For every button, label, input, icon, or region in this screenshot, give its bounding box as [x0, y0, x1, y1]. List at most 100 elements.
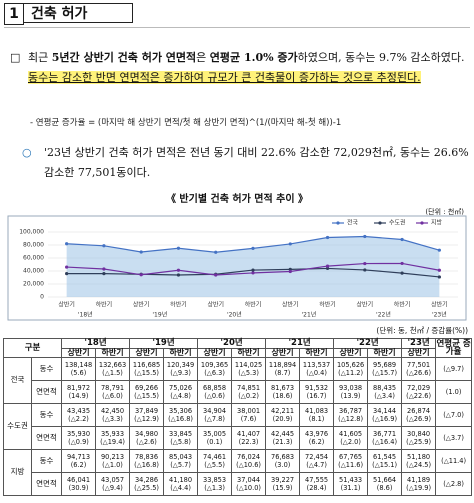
avg-rate: (△7.0)	[435, 403, 473, 428]
cell-value: 132,663	[98, 360, 127, 369]
point	[363, 234, 367, 239]
cell-value: 34,286	[134, 475, 159, 484]
row-label: 연면적	[30, 380, 63, 405]
table-cell: 36,771 (△16.4)	[367, 426, 403, 451]
legend-label: 전국	[347, 219, 359, 227]
header-cell: 상반기	[333, 347, 369, 359]
change-rate: (△5.8)	[170, 438, 191, 447]
table-cell: 41,180 (△4.4)	[163, 472, 199, 497]
cell-value: 88,435	[373, 383, 397, 392]
change-rate: (△19.4)	[100, 438, 125, 447]
point	[437, 275, 441, 279]
section-title: 건축 허가	[23, 3, 133, 23]
cell-value: 33,845	[169, 429, 193, 438]
table-cell: 78,791 (△6.0)	[95, 380, 131, 405]
x-tick-label: 상반기	[133, 301, 150, 309]
x-tick-label: 하반기	[319, 301, 336, 309]
change-rate: (△19.9)	[406, 484, 432, 493]
table-cell: 74,461 (△5.5)	[197, 449, 233, 474]
table-cell: 116,685 (△15.5)	[129, 357, 165, 382]
change-rate: (△2.6)	[136, 438, 157, 447]
table-cell: 72,029 (△22.6)	[401, 380, 437, 405]
table-cell: 78,836 (△16.8)	[129, 449, 165, 474]
section-number: 1	[4, 3, 24, 25]
y-tick-label: 0	[40, 294, 44, 301]
header-rule	[4, 27, 470, 28]
bullet: ○	[22, 146, 32, 159]
change-rate: (△25.9)	[406, 438, 432, 447]
change-rate: (△15.1)	[372, 461, 398, 470]
x-group-label: '23년	[432, 311, 447, 319]
point	[325, 266, 330, 271]
cell-value: 34,904	[203, 406, 227, 415]
x-tick-label: 상반기	[357, 301, 374, 309]
table-cell: 68,858 (△0.6)	[197, 380, 233, 405]
cell-value: 72,029	[407, 383, 431, 392]
point	[325, 235, 330, 240]
change-rate: (5.6)	[70, 369, 87, 378]
table-cell: 35,933 (△19.4)	[95, 426, 131, 451]
change-rate: (△9.4)	[102, 484, 123, 493]
table-cell: 43,435 (△2.2)	[61, 403, 97, 428]
table-cell: 43,976 (6.2)	[299, 426, 335, 451]
change-rate: (28.4)	[306, 484, 327, 493]
header-cell: 하반기	[231, 347, 267, 359]
table-unit: (단위: 동, 천㎡ / 증감률(%))	[376, 326, 468, 335]
text: 5년간 상반기 건축 허가 연면적	[51, 51, 197, 64]
cell-value: 43,976	[305, 429, 329, 438]
table-cell: 138,148 (5.6)	[61, 357, 97, 382]
change-rate: (△3.3)	[102, 415, 123, 424]
cell-value: 74,851	[237, 383, 261, 392]
text: 연평균 1.0% 증가	[209, 51, 298, 64]
change-rate: (8.1)	[308, 415, 325, 424]
point	[214, 250, 218, 254]
change-rate: (△4.7)	[306, 461, 327, 470]
legend-marker	[336, 221, 340, 225]
change-rate: (△11.2)	[338, 369, 364, 378]
change-rate: (△10.0)	[236, 484, 261, 493]
row-label: 동수	[30, 449, 63, 474]
table-cell: 113,537 (△0.4)	[299, 357, 335, 382]
table-cell: 51,180 (△24.5)	[401, 449, 437, 474]
cell-value: 67,765	[339, 452, 363, 461]
change-rate: (△1.0)	[102, 461, 123, 470]
table-cell: 37,044 (△10.0)	[231, 472, 267, 497]
header-cell: 하반기	[367, 347, 403, 359]
change-rate: (15.9)	[272, 484, 293, 493]
cell-value: 51,180	[407, 452, 431, 461]
change-rate: (6.2)	[70, 461, 87, 470]
point	[176, 273, 181, 277]
table-cell: 114,025 (△5.3)	[231, 357, 267, 382]
change-rate: (△22.6)	[406, 392, 432, 401]
cell-value: 33,853	[203, 475, 227, 484]
header-cell: 하반기	[163, 347, 199, 359]
x-group-label: '21년	[302, 311, 317, 319]
table-cell: 39,227 (15.9)	[265, 472, 301, 497]
cell-value: 39,227	[271, 475, 295, 484]
cell-value: 35,005	[203, 429, 227, 438]
change-rate: (△4.4)	[170, 484, 191, 493]
change-rate: (△1.5)	[102, 369, 123, 378]
cell-value: 42,211	[271, 406, 295, 415]
table-cell: 33,845 (△5.8)	[163, 426, 199, 451]
point	[251, 271, 255, 275]
change-rate: (8.6)	[376, 484, 393, 493]
row-label: 동수	[30, 357, 63, 382]
point	[176, 268, 181, 272]
row-group: 수도권	[3, 403, 32, 451]
change-rate: (△6.0)	[102, 392, 123, 401]
point	[102, 267, 106, 271]
line	[66, 262, 440, 276]
point	[400, 261, 404, 266]
point	[65, 265, 69, 269]
cell-value: 30,840	[407, 429, 431, 438]
avg-rate: (△2.8)	[435, 472, 473, 497]
change-rate: (△16.4)	[372, 438, 398, 447]
cell-value: 37,044	[237, 475, 261, 484]
header-cell: 상반기	[265, 347, 301, 359]
cell-value: 36,787	[339, 406, 363, 415]
change-rate: (△2.0)	[340, 438, 361, 447]
table-cell: 120,349 (△9.3)	[163, 357, 199, 382]
change-rate: (△0.4)	[306, 369, 327, 378]
cell-value: 51,433	[339, 475, 363, 484]
